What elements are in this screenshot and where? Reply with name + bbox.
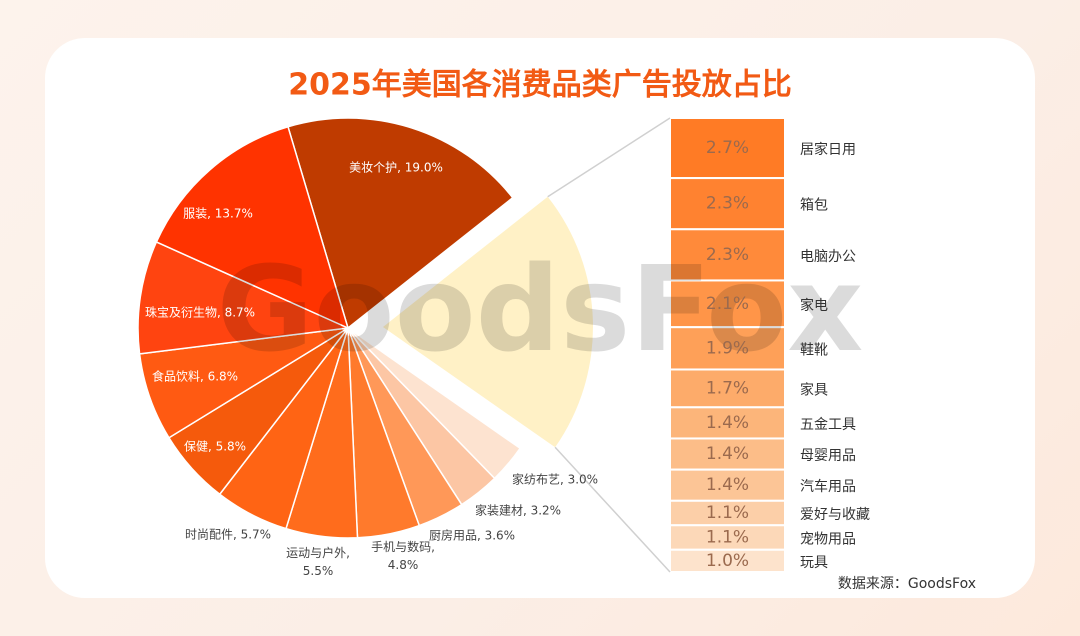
value-label: 2.7% — [706, 138, 749, 158]
category-label: 居家日用 — [800, 141, 856, 158]
data-label: 厨房用品, 3.6% — [429, 528, 515, 543]
data-label: 保健, 5.8% — [184, 440, 246, 454]
pie-slice — [287, 117, 514, 330]
value-label: 2.3% — [706, 245, 749, 265]
category-label: 宠物用品 — [800, 532, 856, 548]
category-label: 鞋靴 — [800, 342, 828, 358]
value-label: 2.1% — [706, 294, 749, 314]
value-label: 1.1% — [706, 503, 749, 523]
category-label: 电脑办公 — [800, 249, 856, 265]
value-label: 1.4% — [706, 444, 749, 464]
watermark: GoodsFox — [217, 240, 864, 378]
connector — [554, 446, 671, 573]
bar — [669, 117, 786, 180]
bar — [669, 548, 786, 574]
chart-title: 2025年美国各消费品类广告投放占比 — [288, 68, 792, 103]
category-label: 爱好与收藏 — [800, 507, 870, 523]
bar — [669, 368, 786, 409]
value-label: 1.9% — [706, 338, 749, 358]
category-label: 汽车用品 — [800, 478, 856, 495]
data-label: 美妆个护, 19.0% — [349, 161, 443, 175]
pie-slice — [155, 125, 350, 330]
bar — [669, 279, 786, 329]
data-label: 手机与数码, 4.8% — [371, 539, 435, 572]
category-label: 玩具 — [800, 555, 828, 571]
category-label: 箱包 — [800, 198, 828, 214]
data-label: 家纺布艺, 3.0% — [512, 472, 598, 487]
bar — [669, 437, 786, 471]
data-label: 食品饮料, 6.8% — [152, 369, 238, 384]
category-label: 家具 — [800, 381, 828, 398]
data-label: 家装建材, 3.2% — [475, 503, 561, 518]
category-label: 五金工具 — [800, 417, 856, 433]
bar — [669, 468, 786, 502]
data-label: 服装, 13.7% — [183, 207, 253, 221]
data-label: 时尚配件, 5.7% — [185, 528, 271, 542]
bar — [669, 524, 786, 551]
value-label: 1.0% — [706, 551, 749, 571]
data-label: 珠宝及衍生物, 8.7% — [145, 306, 255, 320]
source: 数据来源：GoodsFox — [838, 576, 976, 592]
data-label: 运动与户外, 5.5% — [286, 545, 350, 578]
category-label: 家电 — [800, 297, 828, 314]
pie-slice — [137, 240, 351, 355]
value-label: 1.4% — [706, 475, 749, 495]
bar — [669, 406, 786, 440]
value-label: 1.1% — [706, 528, 749, 548]
bar — [669, 228, 786, 282]
value-label: 2.3% — [706, 194, 749, 214]
value-label: 1.4% — [706, 413, 749, 433]
pie-slice-detail — [382, 196, 593, 448]
value-label: 1.7% — [706, 378, 749, 398]
connector — [547, 117, 671, 198]
category-label: 母婴用品 — [800, 448, 856, 464]
